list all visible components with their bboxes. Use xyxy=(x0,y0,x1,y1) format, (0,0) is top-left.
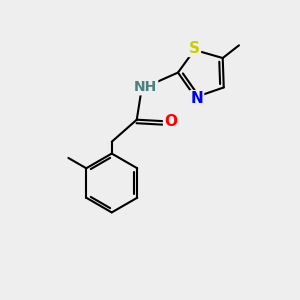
Text: S: S xyxy=(189,41,200,56)
Text: N: N xyxy=(190,91,203,106)
Text: NH: NH xyxy=(134,80,157,94)
Text: O: O xyxy=(164,114,177,129)
